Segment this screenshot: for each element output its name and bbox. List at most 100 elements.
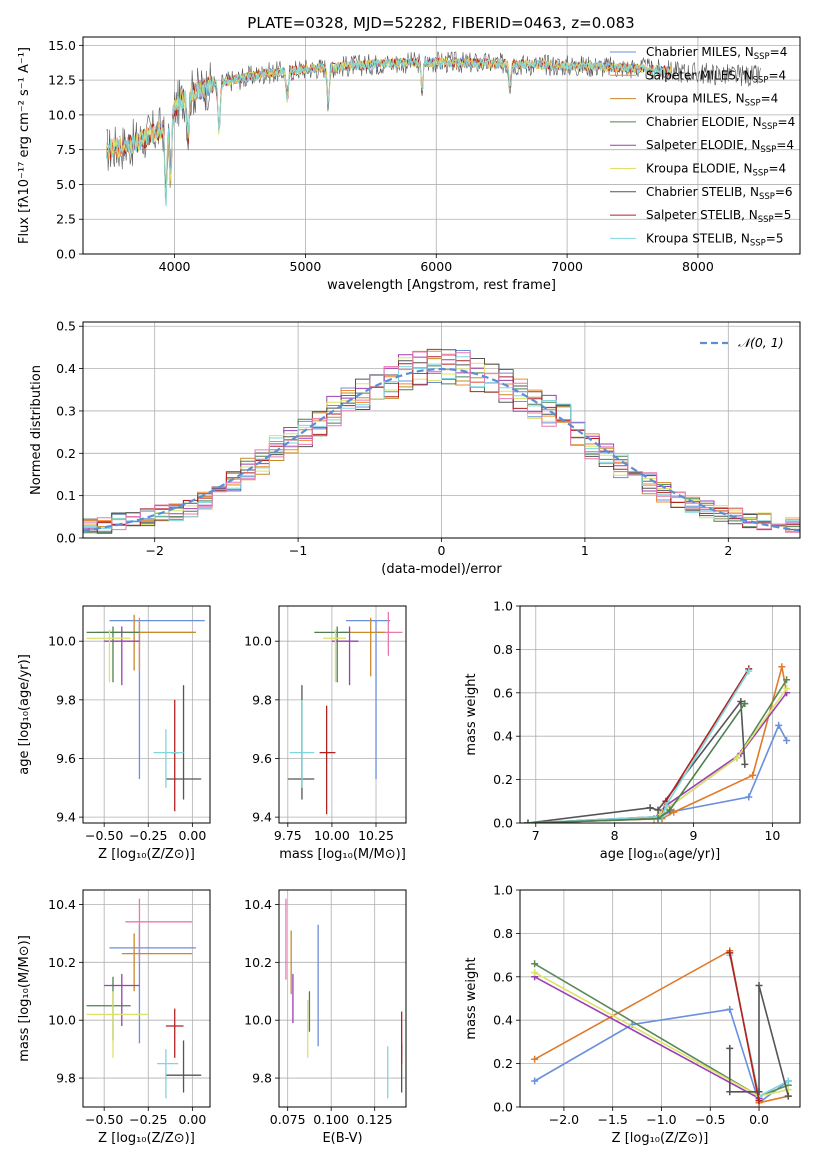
axes-spectrum: 4000 5000 6000 7000 8000 0.0 2.5 5.0 7.5 10.0 12.5… xyxy=(17,36,801,293)
x-tick-label: 10 xyxy=(764,828,780,843)
legend-entry: 𝒩(0, 1) xyxy=(738,335,784,350)
x-tick-label: 7000 xyxy=(551,259,583,274)
y-tick-label: 1.0 xyxy=(493,599,513,614)
y-tick-label: 0.2 xyxy=(56,446,76,461)
legend-subscript: SSP xyxy=(758,215,774,225)
y-tick-label: 9.4 xyxy=(56,810,76,825)
x-tick-label: 9.75 xyxy=(274,828,302,843)
x-tick-label: 8000 xyxy=(682,259,714,274)
y-tick-label: 9.8 xyxy=(56,692,76,707)
y-tick-label: 10.0 xyxy=(48,107,76,122)
mass-weight-marker xyxy=(646,804,654,812)
y-tick-label: 12.5 xyxy=(48,73,76,88)
axes-mass_weight_vs_Z: −2.0 −1.5 −1.0 −0.5 0.0 0.0 0.2 0.4 0.6 0.8 1.0 Z [… xyxy=(464,883,801,1146)
histogram-step xyxy=(83,348,800,534)
figure-title: PLATE=0328, MJD=52282, FIBERID=0463, z=0… xyxy=(247,14,634,32)
axes-age_vs_Z: −0.50 −0.25 0.00 9.4 9.6 9.8 10.0 Z [log₁₀(Z/Z⊙… xyxy=(17,605,211,862)
x-tick-label: 2 xyxy=(724,543,732,558)
x-axis-label: wavelength [Angstrom, rest frame] xyxy=(327,278,556,293)
mass-weight-line xyxy=(527,670,750,823)
y-axis-label: Flux [fλ10⁻¹⁷ erg cm⁻² s⁻¹ A⁻¹] xyxy=(17,47,32,244)
x-tick-label: 0.075 xyxy=(270,1112,306,1127)
legend-entry: Chabrier ELODIE, NSSP=4 xyxy=(646,115,795,132)
x-tick-label: 9 xyxy=(690,828,698,843)
y-tick-label: 10.2 xyxy=(48,955,76,970)
mass-weight-marker xyxy=(666,806,674,814)
x-tick-label: −1 xyxy=(289,543,307,558)
legend-suffix: =4 xyxy=(776,138,794,152)
x-axis-label: (data-model)/error xyxy=(381,562,502,577)
mass-weight-marker xyxy=(741,700,749,708)
x-tick-label: −0.25 xyxy=(129,1112,167,1127)
y-tick-label: 9.6 xyxy=(252,751,272,766)
y-tick-label: 0.5 xyxy=(56,319,76,334)
mass-weight-marker xyxy=(741,760,749,768)
plot-area xyxy=(86,898,202,1099)
x-tick-label: 0.00 xyxy=(178,1112,206,1127)
legend-suffix: =4 xyxy=(768,162,786,176)
x-tick-label: −2 xyxy=(145,543,163,558)
y-tick-label: 0.1 xyxy=(56,488,76,503)
x-tick-label: −1.0 xyxy=(646,1112,676,1127)
legend-subscript: SSP xyxy=(759,192,775,202)
y-tick-label: 0.6 xyxy=(493,969,513,984)
y-tick-label: 5.0 xyxy=(56,177,76,192)
plot-area xyxy=(86,614,205,812)
x-tick-label: 0 xyxy=(438,543,446,558)
spectrum-line xyxy=(106,57,673,193)
x-tick-label: −0.50 xyxy=(85,828,123,843)
legend-suffix: =4 xyxy=(768,68,786,82)
x-tick-label: −1.5 xyxy=(598,1112,628,1127)
spectrum-line xyxy=(106,56,673,190)
mass-weight-marker xyxy=(783,737,791,745)
mass-weight-marker xyxy=(775,721,783,729)
mass-weight-marker xyxy=(662,802,670,810)
legend-suffix: =4 xyxy=(761,92,779,106)
x-tick-label: 0.125 xyxy=(357,1112,393,1127)
y-tick-label: 10.2 xyxy=(244,955,272,970)
mass-weight-marker xyxy=(531,1077,539,1085)
mass-weight-marker xyxy=(784,1092,792,1100)
plot-area xyxy=(524,663,791,823)
axes-frame xyxy=(82,889,211,1108)
legend-suffix: =6 xyxy=(775,185,793,199)
mass-weight-marker xyxy=(749,771,757,779)
plot-area xyxy=(287,611,403,815)
x-axis-label: mass [log₁₀(M/M⊙)] xyxy=(279,847,406,862)
legend-suffix: =5 xyxy=(774,208,792,222)
axes-mass_weight_vs_age: 7 8 9 10 0.0 0.2 0.4 0.6 0.8 1.0 age [log₁₀(age/yr… xyxy=(464,599,801,862)
mass-weight-marker xyxy=(654,806,662,814)
legend-entry: Salpeter STELIB, NSSP=5 xyxy=(646,208,791,225)
plot-area xyxy=(106,51,761,207)
x-axis-label: age [log₁₀(age/yr)] xyxy=(600,847,721,862)
mass-weight-line xyxy=(534,976,760,1100)
spectrum-line xyxy=(106,51,761,194)
x-tick-label: 7 xyxy=(532,828,540,843)
mass-weight-marker xyxy=(783,676,791,684)
y-tick-label: 10.4 xyxy=(48,897,76,912)
legend-entry: Salpeter ELODIE, NSSP=4 xyxy=(646,138,794,155)
spectrum-line xyxy=(106,56,673,200)
axes-frame xyxy=(278,889,407,1108)
mass-weight-marker xyxy=(784,1077,792,1085)
y-tick-label: 0.0 xyxy=(56,531,76,546)
y-tick-label: 2.5 xyxy=(56,212,76,227)
mass-weight-line xyxy=(527,692,788,823)
axes-residuals: −2 −1 0 1 2 0.0 0.1 0.2 0.3 0.4 0.5 (data-model)/er… xyxy=(29,319,801,577)
x-tick-label: 6000 xyxy=(420,259,452,274)
y-tick-label: 0.6 xyxy=(493,685,513,700)
mass-weight-marker xyxy=(531,960,539,968)
mass-weight-marker xyxy=(745,667,753,675)
mass-weight-marker xyxy=(726,949,734,957)
y-tick-label: 10.0 xyxy=(48,634,76,649)
histogram-step xyxy=(83,351,800,533)
legend-subscript: SSP xyxy=(745,99,761,109)
axes-frame xyxy=(519,889,801,1108)
legend-entry: Kroupa STELIB, NSSP=5 xyxy=(646,231,784,248)
mass-weight-line xyxy=(729,985,790,1097)
y-tick-label: 9.6 xyxy=(56,751,76,766)
mass-weight-marker xyxy=(654,815,662,823)
mass-weight-line xyxy=(729,952,760,1101)
legend-suffix: =4 xyxy=(778,115,796,129)
